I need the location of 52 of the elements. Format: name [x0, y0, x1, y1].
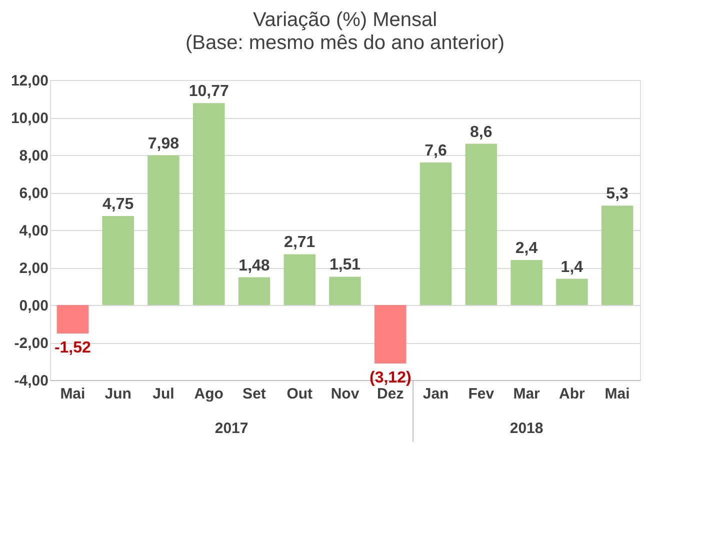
data-label: -1,52	[54, 340, 92, 356]
x-tick-label: Dez	[377, 386, 404, 402]
x-tick-label: Set	[242, 386, 266, 402]
bar	[148, 155, 180, 305]
x-tick-label: Fev	[468, 386, 495, 402]
y-tick-label: 6,00	[19, 185, 48, 202]
data-label: 8,6	[470, 124, 492, 141]
x-tick-label: Jun	[104, 386, 132, 402]
y-tick-label: -2,00	[14, 335, 48, 352]
bar	[601, 206, 634, 305]
chart-title: Variação (%) Mensal	[252, 9, 438, 31]
bar	[284, 254, 316, 305]
y-tick-label: 0,00	[19, 298, 48, 314]
x-tick-label: Mai	[60, 386, 86, 402]
data-label: 7,6	[424, 142, 447, 160]
data-label: 1,48	[238, 257, 270, 274]
x-tick-label: Mar	[513, 386, 540, 402]
y-tick-label: 12,00	[10, 72, 48, 90]
bar	[510, 260, 542, 305]
bar	[465, 144, 498, 305]
x-tick-label: Ago	[194, 386, 224, 402]
text: 2017	[214, 420, 248, 437]
x-tick-label: Abr	[559, 386, 585, 402]
y-tick-label: -4,00	[14, 372, 48, 390]
y-tick-label: 2,00	[19, 260, 48, 277]
data-label: 4,75	[102, 196, 134, 213]
y-tick-label: 8,00	[19, 148, 48, 164]
data-label: 2,4	[515, 240, 538, 257]
y-tick-label: 4,00	[19, 222, 48, 240]
data-label: 1,4	[560, 258, 584, 276]
data-label: 7,98	[148, 135, 180, 152]
x-tick-label: Out	[286, 386, 313, 402]
data-label: (3,12)	[369, 370, 412, 386]
y-tick-label: 10,00	[10, 110, 48, 127]
bar	[420, 162, 452, 305]
bar	[238, 277, 270, 305]
x-tick-label: Nov	[330, 386, 360, 402]
data-label: 1,51	[329, 256, 361, 274]
x-tick-label: Jul	[152, 386, 174, 402]
bar	[556, 278, 588, 305]
bar	[102, 216, 134, 305]
bar	[56, 305, 89, 334]
data-label: 5,3	[606, 186, 629, 203]
data-label: 2,71	[284, 234, 316, 252]
bar	[374, 305, 406, 364]
text: 2018	[510, 420, 544, 437]
x-tick-label: Jan	[422, 386, 449, 402]
bar	[329, 276, 361, 305]
chart-subtitle: (Base: mesmo mês do ano anterior)	[185, 32, 505, 54]
data-label: 10,77	[188, 83, 229, 100]
bar	[192, 103, 225, 305]
x-tick-label: Mai	[604, 386, 630, 402]
